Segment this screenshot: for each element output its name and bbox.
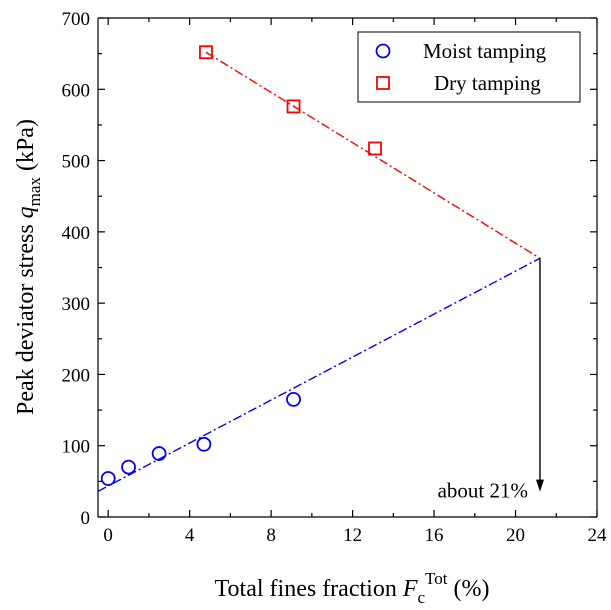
annotation: about 21% (438, 258, 544, 503)
y-tick-label: 300 (62, 294, 91, 315)
y-tick-label: 500 (62, 152, 91, 173)
annotation-label: about 21% (438, 479, 528, 503)
legend: Moist tamping Dry tamping (357, 31, 581, 103)
x-tick-label: 4 (185, 525, 195, 546)
x-axis: 0 4 8 12 16 20 24 (103, 18, 607, 546)
legend-box (357, 31, 581, 103)
legend-label: Dry tamping (434, 71, 541, 95)
x-tick-label: 24 (588, 525, 608, 546)
trend-lines (97, 51, 541, 492)
y-axis: 0 100 200 300 400 500 600 700 (62, 9, 597, 529)
x-tick-label: 0 (103, 525, 113, 546)
moist-tamping-point (286, 391, 301, 407)
annotation-arrow-head (535, 479, 544, 492)
trend-line (97, 257, 541, 492)
x-tick-label: 16 (425, 525, 444, 546)
x-tick-label: 12 (343, 525, 362, 546)
moist-tamping-point (151, 446, 167, 461)
x-tick-label: 8 (266, 525, 276, 546)
y-tick-label: 200 (62, 365, 91, 386)
trend-line (205, 51, 541, 259)
moist-tamping-point (100, 471, 116, 486)
moist-tamping-point (196, 436, 212, 452)
dry-tamping-point (286, 99, 301, 114)
dry-tamping-point (368, 141, 382, 156)
y-tick-label: 700 (62, 9, 91, 30)
data-markers (100, 45, 382, 486)
legend-label: Moist tamping (423, 39, 547, 63)
y-tick-label: 600 (62, 80, 91, 101)
dry-tamping-point (199, 45, 213, 60)
x-axis-title: Total fines fraction FcTot (%) (215, 569, 490, 607)
moist-tamping-point (121, 459, 136, 475)
y-tick-label: 400 (62, 223, 91, 244)
legend-marker-square (376, 76, 390, 90)
x-tick-label: 20 (506, 525, 525, 546)
legend-marker-circle (375, 43, 391, 59)
y-tick-label: 100 (62, 437, 91, 458)
y-axis-title: Peak deviator stress qmax (kPa) (13, 119, 44, 415)
y-tick-label: 0 (81, 508, 91, 529)
